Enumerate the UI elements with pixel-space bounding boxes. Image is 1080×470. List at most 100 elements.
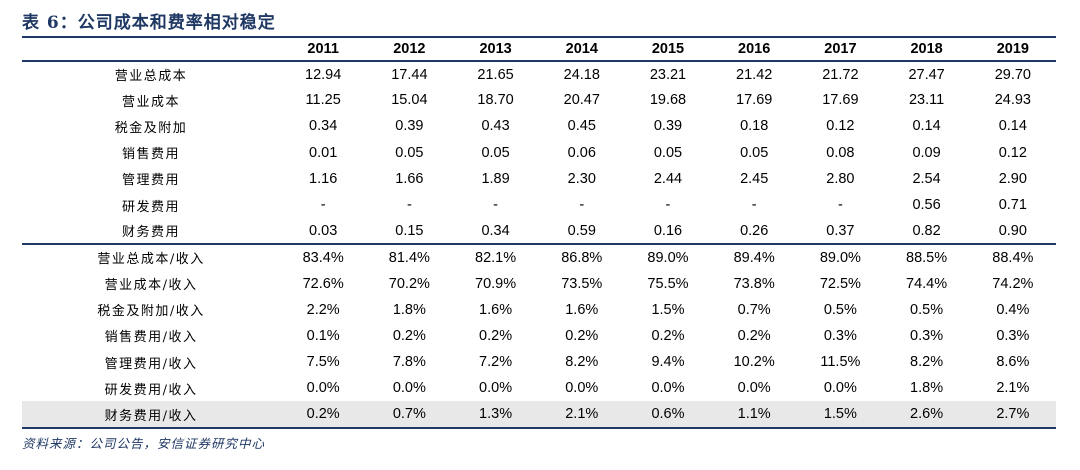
cell-value: 0.16: [624, 218, 712, 246]
header-corner: [22, 38, 281, 62]
cell-value: 1.89: [481, 170, 510, 187]
cell-value: 0.3%: [996, 327, 1030, 344]
cell-value: 0.0%: [565, 380, 599, 397]
cell-value: -: [320, 197, 326, 214]
cell-value: -: [665, 197, 671, 214]
cell-value: 15.04: [391, 92, 428, 109]
cell-value: 21.72: [822, 66, 859, 83]
row-label: 税金及附加: [114, 120, 188, 136]
cell-value: 0.2%: [737, 327, 771, 344]
cell-value: 2.45: [740, 170, 769, 187]
cell-value: 0.18: [740, 118, 769, 135]
cell-value: 0.2%: [651, 327, 685, 344]
cell-value: 7.5%: [306, 354, 340, 371]
row-label: 管理费用: [122, 173, 181, 189]
cell-value: 23.11: [908, 92, 945, 109]
year-header: 2016: [711, 38, 798, 62]
row-label: 财务费用: [22, 218, 281, 246]
year-header: 2011: [280, 38, 367, 62]
cell-value: 0.12: [998, 144, 1027, 161]
cell-value: 88.5%: [906, 249, 948, 266]
table-row: 营业成本/收入 72.6% 70.2% 70.9% 73.5% 75.5% 73.8% 72.…: [22, 271, 1056, 297]
cell-value: 2.7%: [969, 401, 1056, 429]
cell-value: 0.43: [481, 118, 510, 135]
cell-value: 0.05: [395, 144, 424, 161]
cell-value: 0.14: [998, 118, 1027, 135]
cell-value: 74.2%: [992, 275, 1034, 292]
cell-value: 0.2%: [392, 327, 426, 344]
cell-value: 7.8%: [392, 354, 426, 371]
table-row: 税金及附加 0.34 0.39 0.43 0.45 0.39 0.18 0.12 0.14 0.1…: [22, 113, 1056, 139]
cell-value: 81.4%: [388, 249, 430, 266]
cell-value: 18.70: [477, 92, 514, 109]
cell-value: 2.6%: [883, 401, 970, 429]
cell-value: 24.18: [563, 66, 600, 83]
year-header: 2015: [624, 38, 712, 62]
cell-value: 8.2%: [565, 354, 599, 371]
cell-value: 2.90: [998, 170, 1027, 187]
cell-value: 2.80: [826, 170, 855, 187]
table-title: 表 6：公司成本和费率相对稳定: [22, 13, 276, 33]
cell-value: -: [493, 197, 498, 214]
cell-value: 0.26: [711, 218, 798, 246]
row-label: 营业成本: [122, 94, 181, 110]
year-header: 2012: [366, 38, 453, 62]
cell-value: 27.47: [908, 66, 945, 83]
cell-value: 1.8%: [910, 380, 944, 397]
cell-value: 82.1%: [475, 249, 517, 266]
cell-value: 0.45: [567, 118, 596, 135]
cell-value: 1.16: [309, 170, 338, 187]
cell-value: 0.0%: [651, 380, 685, 397]
table-row: 财务费用/收入 0.2% 0.7% 1.3% 2.1% 0.6% 1.1% 1.5% 2.6% 2…: [22, 401, 1056, 429]
cell-value: 0.15: [366, 218, 453, 246]
cell-value: 24.93: [994, 92, 1031, 109]
cell-value: 0.7%: [737, 301, 771, 318]
row-label: 财务费用/收入: [22, 401, 281, 429]
table-row: 销售费用 0.01 0.05 0.05 0.06 0.05 0.05 0.08 0.09 0.12: [22, 140, 1056, 166]
cell-value: 0.05: [653, 144, 683, 161]
cell-value: 89.4%: [733, 249, 775, 266]
cell-value: 2.1%: [996, 380, 1030, 397]
cell-value: 12.94: [305, 66, 342, 83]
cell-value: 2.44: [653, 170, 683, 187]
year-header: 2014: [538, 38, 625, 62]
cell-value: 73.5%: [561, 275, 603, 292]
cell-value: 0.82: [883, 218, 970, 246]
row-label: 营业成本/收入: [104, 278, 198, 294]
cell-value: -: [837, 197, 843, 214]
cell-value: 17.69: [736, 92, 773, 109]
cell-value: -: [406, 197, 412, 214]
cell-value: 2.30: [567, 170, 596, 187]
cell-value: 8.6%: [996, 354, 1030, 371]
cell-value: 2.2%: [306, 301, 340, 318]
cell-value: 21.42: [736, 66, 773, 83]
cell-value: 86.8%: [561, 249, 603, 266]
table-row: 管理费用 1.16 1.66 1.89 2.30 2.44 2.45 2.80 2.54 2.90: [22, 166, 1056, 192]
cell-value: 0.0%: [306, 380, 340, 397]
table-row: 税金及附加/收入 2.2% 1.8% 1.6% 1.6% 1.5% 0.7% 0.5% 0.5%…: [22, 297, 1056, 323]
cell-value: 19.68: [649, 92, 687, 109]
cell-value: 1.5%: [797, 401, 884, 429]
cell-value: 29.70: [994, 66, 1031, 83]
cell-value: 0.0%: [823, 380, 857, 397]
cell-value: 0.5%: [910, 301, 944, 318]
year-header: 2018: [883, 38, 970, 62]
year-header: 2019: [969, 38, 1056, 62]
row-label: 营业总成本/收入: [97, 252, 205, 268]
table-row: 营业总成本 12.94 17.44 21.65 24.18 23.21 21.42 21.72…: [22, 61, 1056, 87]
year-header: 2013: [452, 38, 539, 62]
cell-value: 8.2%: [910, 354, 944, 371]
header-row: 2011 2012 2013 2014 2015 2016 2017 2018 …: [22, 38, 1056, 62]
cell-value: 0.39: [395, 118, 424, 135]
table-row: 营业成本 11.25 15.04 18.70 20.47 19.68 17.69 17.69 2…: [22, 87, 1056, 113]
cell-value: 9.4%: [651, 354, 685, 371]
cell-value: 1.1%: [711, 401, 798, 429]
cell-value: 0.3%: [823, 327, 857, 344]
cell-value: -: [579, 197, 585, 214]
top-rule: [22, 36, 1056, 38]
cell-value: 0.34: [452, 218, 539, 246]
cell-value: 0.2%: [565, 327, 599, 344]
row-label: 税金及附加/收入: [97, 304, 205, 320]
table-row: 财务费用 0.03 0.15 0.34 0.59 0.16 0.26 0.37 0.82 0.90: [22, 218, 1056, 246]
cell-value: 0.3%: [910, 327, 944, 344]
